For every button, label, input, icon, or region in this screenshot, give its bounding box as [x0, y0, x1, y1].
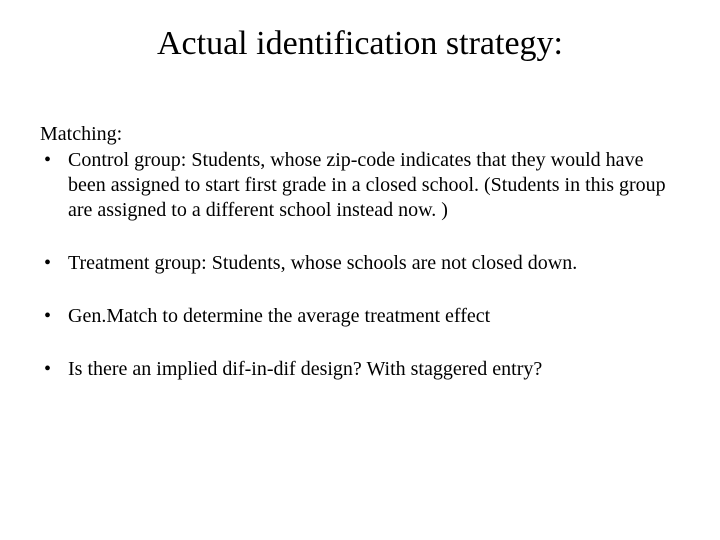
list-item: Control group: Students, whose zip-code …	[40, 148, 680, 223]
bullet-list: Control group: Students, whose zip-code …	[40, 148, 680, 382]
list-item: Is there an implied dif-in-dif design? W…	[40, 357, 680, 382]
slide-title: Actual identification strategy:	[40, 25, 680, 63]
list-item: Treatment group: Students, whose schools…	[40, 251, 680, 276]
subheading: Matching:	[40, 123, 680, 146]
list-item: Gen.Match to determine the average treat…	[40, 304, 680, 329]
